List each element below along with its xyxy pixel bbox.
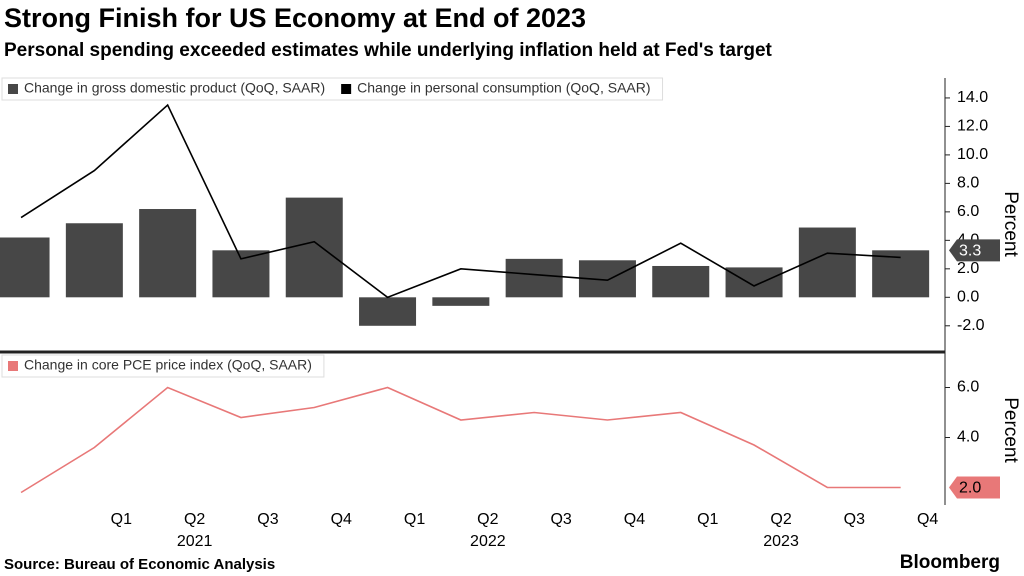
y-axis-label: Percent (1000, 397, 1021, 463)
legend-swatch (8, 84, 18, 94)
legend-swatch (8, 361, 18, 371)
legend-label: Change in gross domestic product (QoQ, S… (24, 80, 325, 96)
legend-label: Change in core PCE price index (QoQ, SAA… (24, 357, 312, 373)
bar (505, 258, 563, 298)
bar (872, 250, 930, 298)
chart-title: Strong Finish for US Economy at End of 2… (4, 3, 586, 33)
bar (285, 197, 343, 298)
y-tick-label: 6.0 (957, 203, 979, 220)
x-group-label: 2021 (177, 533, 213, 550)
legend-background (1, 77, 664, 101)
y-tick-label: 10.0 (957, 146, 988, 163)
x-tick-label: Q3 (257, 511, 278, 528)
bar (725, 267, 783, 298)
y-tick-label: 0.0 (957, 289, 979, 306)
legend-label: Change in personal consumption (QoQ, SAA… (357, 80, 650, 96)
legend-swatch (341, 84, 352, 94)
x-tick-label: Q2 (770, 511, 791, 528)
x-tick-label: Q1 (111, 511, 132, 528)
y-tick-label: 4.0 (957, 429, 979, 446)
x-tick-label: Q1 (697, 511, 718, 528)
x-group-label: 2022 (470, 533, 506, 550)
x-tick-label: Q1 (404, 511, 425, 528)
bar (0, 237, 50, 298)
y-tick-label: -2.0 (957, 317, 985, 334)
x-tick-label: Q2 (184, 511, 205, 528)
bar (139, 209, 197, 298)
x-group-label: 2023 (763, 533, 799, 550)
line (20, 103, 901, 299)
x-tick-label: Q4 (331, 511, 352, 528)
y-tick-label: 6.0 (957, 379, 979, 396)
y-tick-label: 14.0 (957, 89, 988, 106)
value-label: 2.0 (959, 480, 981, 497)
value-label: 3.3 (959, 243, 981, 260)
x-tick-label: Q4 (624, 511, 645, 528)
x-tick-label: Q3 (844, 511, 865, 528)
x-tick-label: Q4 (917, 511, 938, 528)
brand: Bloomberg (900, 552, 1000, 573)
value-label-box (949, 239, 1000, 262)
bar (652, 265, 710, 298)
legend-background (1, 354, 325, 378)
x-tick-label: Q3 (550, 511, 571, 528)
bar (432, 297, 490, 306)
source: Source: Bureau of Economic Analysis (4, 556, 275, 573)
bar (359, 297, 417, 326)
x-tick-label: Q2 (477, 511, 498, 528)
y-tick-label: 12.0 (957, 118, 988, 135)
line (20, 386, 901, 494)
y-tick-label: 2.0 (957, 260, 979, 277)
value-label-box (949, 476, 1000, 499)
chart-subtitle: Personal spending exceeded estimates whi… (4, 40, 773, 61)
y-tick-label: 8.0 (957, 175, 979, 192)
y-axis-label: Percent (1000, 191, 1021, 257)
bar (65, 223, 123, 298)
